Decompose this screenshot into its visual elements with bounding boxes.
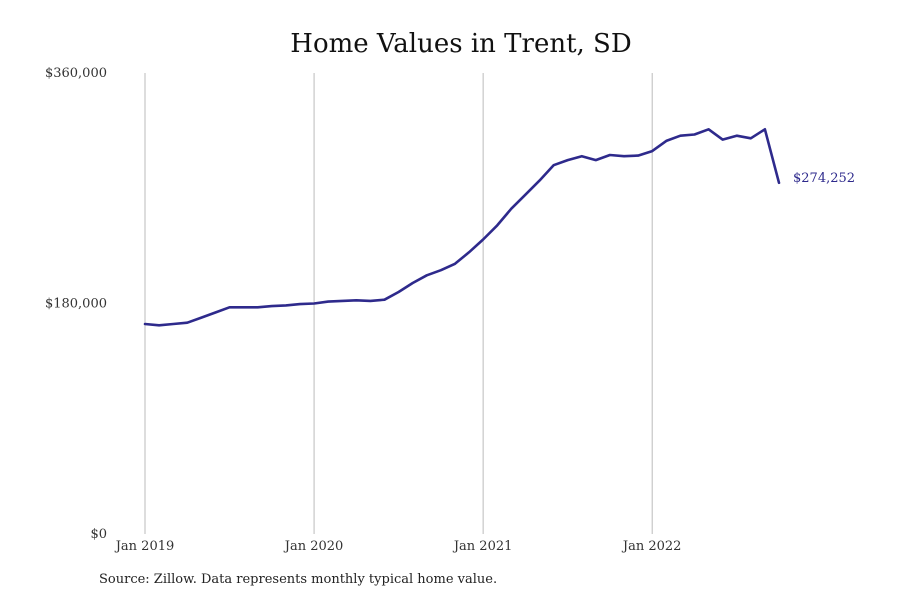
y-tick-label: $0 xyxy=(90,527,107,542)
y-tick-label: $180,000 xyxy=(45,297,107,312)
last-value-label: $274,252 xyxy=(793,171,855,186)
home-value-line xyxy=(143,128,781,327)
x-tick-label: Jan 2019 xyxy=(114,539,175,554)
x-axis-ticks: Jan 2019 Jan 2020 Jan 2021 Jan 2022 xyxy=(114,539,682,554)
x-tick-label: Jan 2022 xyxy=(621,539,682,554)
y-tick-label: $360,000 xyxy=(45,66,107,81)
vertical-gridlines xyxy=(144,73,653,534)
x-tick-label: Jan 2020 xyxy=(283,539,344,554)
x-tick-label: Jan 2021 xyxy=(452,539,513,554)
source-note: Source: Zillow. Data represents monthly … xyxy=(99,572,498,587)
y-axis-ticks: $0 $180,000 $360,000 xyxy=(45,66,107,542)
chart-title: Home Values in Trent, SD xyxy=(290,29,631,59)
